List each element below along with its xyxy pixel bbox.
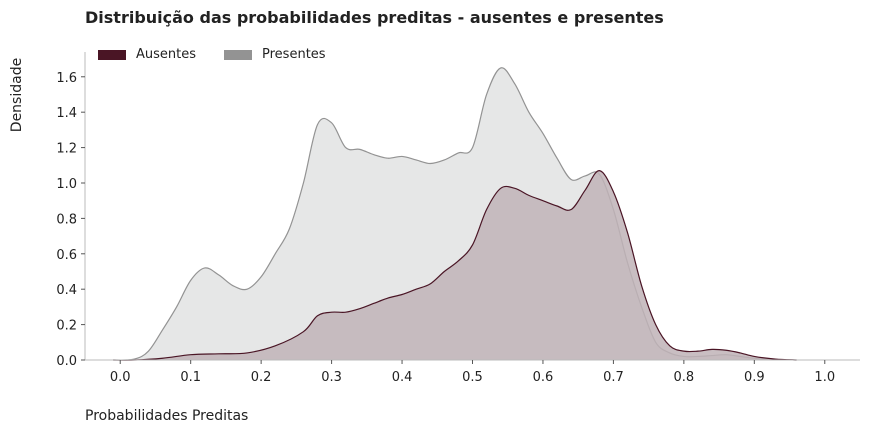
x-tick-label: 0.7 — [603, 370, 624, 385]
density-line-ausentes — [113, 170, 797, 361]
x-tick-label: 0.3 — [321, 370, 342, 385]
y-tick-label: 0.6 — [56, 248, 77, 263]
legend-swatch-ausentes — [98, 49, 126, 60]
density-area-ausentes — [113, 170, 797, 361]
x-tick-label: 0.5 — [462, 370, 483, 385]
y-tick-label: 0.0 — [56, 354, 77, 369]
x-tick-label: 1.0 — [814, 370, 835, 385]
legend-item-presentes: Presentes — [224, 47, 326, 62]
y-tick-label: 0.2 — [56, 319, 77, 334]
x-axis-label: Probabilidades Preditas — [85, 408, 249, 424]
chart-title: Distribuição das probabilidades preditas… — [85, 8, 664, 27]
x-tick-label: 0.4 — [392, 370, 413, 385]
y-tick-label: 0.8 — [56, 212, 77, 227]
legend-label-presentes: Presentes — [262, 47, 326, 62]
x-tick-label: 0.6 — [533, 370, 554, 385]
y-tick-label: 1.2 — [56, 142, 77, 157]
y-tick-label: 1.6 — [56, 71, 77, 86]
x-tick-label: 0.2 — [251, 370, 272, 385]
legend-item-ausentes: Ausentes — [98, 47, 196, 62]
legend-label-ausentes: Ausentes — [136, 47, 197, 62]
y-tick-label: 0.4 — [56, 283, 77, 298]
x-tick-label: 0.9 — [744, 370, 765, 385]
x-tick-label: 0.8 — [674, 370, 695, 385]
legend-swatch-presentes — [224, 49, 253, 60]
x-tick-label: 0.1 — [180, 370, 201, 385]
x-tick-label: 0.0 — [110, 370, 131, 385]
y-tick-label: 1.4 — [56, 106, 77, 121]
y-tick-label: 1.0 — [56, 177, 77, 192]
legend: Ausentes Presentes — [98, 47, 326, 62]
